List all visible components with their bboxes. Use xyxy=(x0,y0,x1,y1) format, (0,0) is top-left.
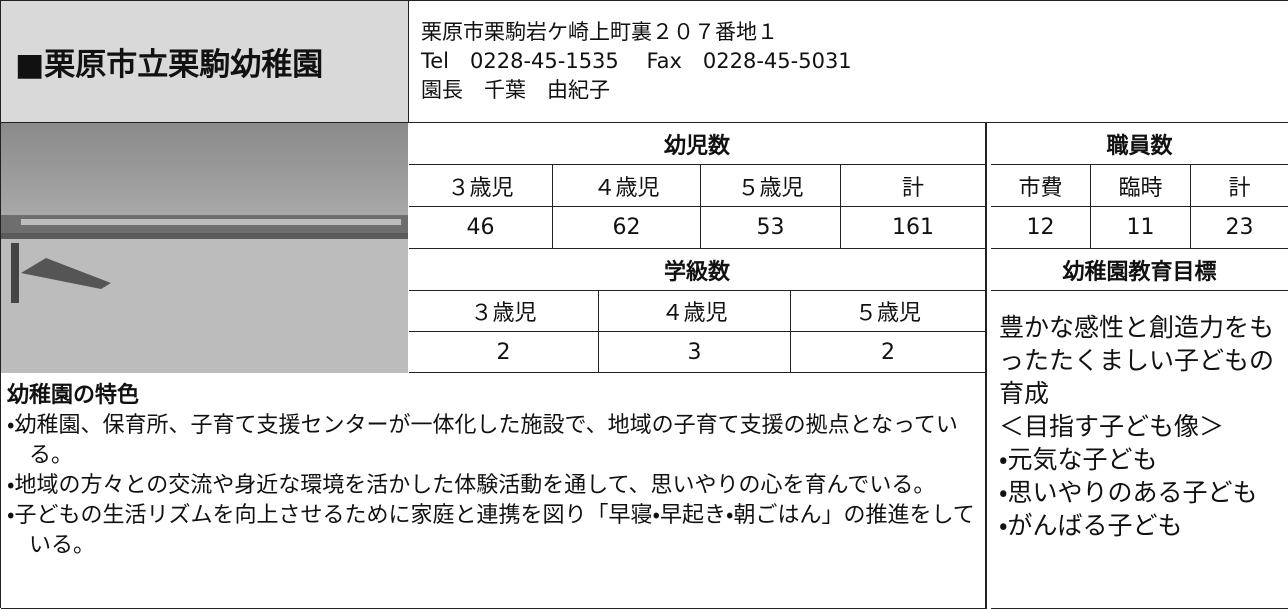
count-value: 161 xyxy=(841,207,986,249)
school-name: ■栗原市立栗駒幼稚園 xyxy=(1,1,409,123)
column-label: ３歳児 xyxy=(409,165,553,207)
ideal-item: ・がんばる子ども xyxy=(999,511,1183,540)
column-label: ５歳児 xyxy=(701,165,841,207)
count-value: 12 xyxy=(991,207,1091,249)
feature-item: ・幼稚園、保育所、子育て支援センターが一体化した施設で、地域の子育て支援の拠点と… xyxy=(7,413,958,468)
ideal-item: ・思いやりのある子ども xyxy=(999,478,1258,507)
goal-text: 豊かな感性と創造力をもったたくましい子どもの育成 xyxy=(999,313,1275,408)
goals-title: 幼稚園教育目標 xyxy=(991,249,1288,291)
ideal-item: ・元気な子ども xyxy=(999,445,1158,474)
column-label: ４歳児 xyxy=(553,165,701,207)
header-line: 栗原市栗駒岩ケ崎上町裏２０７番地１ xyxy=(421,20,778,44)
staff-title: 職員数 xyxy=(991,123,1288,165)
column-label: 臨時 xyxy=(1091,165,1191,207)
features-title: 幼稚園の特色 xyxy=(7,383,140,408)
goals-body: 豊かな感性と創造力をもったたくましい子どもの育成 ＜目指す子ども像＞ ・元気な子ども… xyxy=(991,291,1288,609)
feature-item: ・子どもの生活リズムを向上させるために家庭と連携を図り「早寝・早起き・朝ごはん」… xyxy=(7,503,975,558)
count-value: 11 xyxy=(1091,207,1191,249)
count-value: 2 xyxy=(409,332,599,373)
column-label: 計 xyxy=(841,165,986,207)
column-label: ４歳児 xyxy=(599,291,791,332)
count-value: 46 xyxy=(409,207,553,249)
classes-title: 学級数 xyxy=(409,249,986,291)
features: 幼稚園の特色・幼稚園、保育所、子育て支援センターが一体化した施設で、地域の子育て… xyxy=(1,373,986,609)
column-label: 市費 xyxy=(991,165,1091,207)
double-rule xyxy=(986,123,987,609)
count-value: 62 xyxy=(553,207,701,249)
feature-item: ・地域の方々との交流や身近な環境を活かした体験活動を通して、思いやりの心を育んで… xyxy=(7,473,936,498)
address-block: 栗原市栗駒岩ケ崎上町裏２０７番地１ Tel 0228-45-1535 Fax 02… xyxy=(409,1,1288,123)
ideal-title: ＜目指す子ども像＞ xyxy=(999,412,1225,441)
count-value: 3 xyxy=(599,332,791,373)
column-label: ５歳児 xyxy=(791,291,986,332)
count-value: 2 xyxy=(791,332,986,373)
header-line: Tel 0228-45-1535 Fax 0228-45-5031 xyxy=(421,49,852,73)
count-value: 53 xyxy=(701,207,841,249)
children-title: 幼児数 xyxy=(409,123,986,165)
column-label: ３歳児 xyxy=(409,291,599,332)
count-value: 23 xyxy=(1191,207,1288,249)
column-label: 計 xyxy=(1191,165,1288,207)
school-photo xyxy=(1,123,408,373)
header-line: 園長 千葉 由紀子 xyxy=(421,78,610,102)
